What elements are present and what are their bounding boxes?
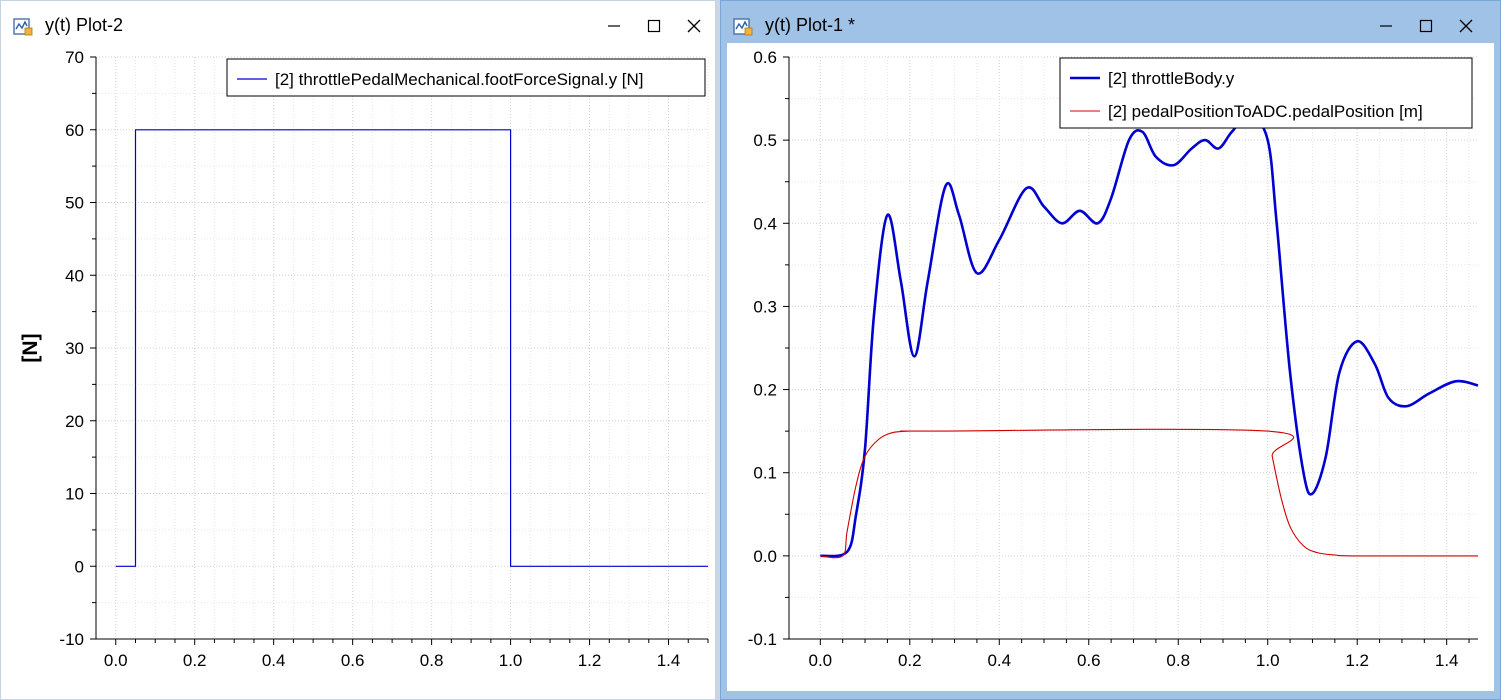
x-tick-label: 0.2 bbox=[183, 651, 207, 670]
legend-box bbox=[1059, 57, 1473, 129]
maximize-icon bbox=[1419, 19, 1433, 33]
series-line-1 bbox=[115, 129, 708, 567]
x-tick-label: 1.0 bbox=[1256, 651, 1280, 670]
x-tick-label: 1.0 bbox=[499, 651, 523, 670]
legend-label: [2] throttlePedalMechanical.footForceSig… bbox=[275, 70, 644, 89]
x-tick-label: 1.4 bbox=[657, 651, 681, 670]
y-tick-label: 0.3 bbox=[753, 297, 777, 316]
close-button[interactable] bbox=[1451, 13, 1481, 39]
close-icon bbox=[687, 19, 701, 33]
plot-window-2[interactable]: y(t) Plot-2 -10 0 10 20 30 40 50 60 70 0.0 0.2 0.4 0… bbox=[0, 0, 716, 700]
y-tick-label: 0.1 bbox=[753, 464, 777, 483]
maximize-button[interactable] bbox=[1411, 13, 1441, 39]
plot-icon bbox=[13, 18, 33, 41]
x-tick-label: 1.4 bbox=[1435, 651, 1459, 670]
y-tick-label: 50 bbox=[65, 194, 84, 213]
y-tick-label: -10 bbox=[59, 630, 84, 649]
y-tick-label: 20 bbox=[65, 412, 84, 431]
x-tick-label: 0.2 bbox=[898, 651, 922, 670]
legend-label: [2] pedalPositionToADC.pedalPosition [m] bbox=[1108, 102, 1423, 121]
window-title: y(t) Plot-1 * bbox=[765, 15, 856, 35]
plot-window-1[interactable]: y(t) Plot-1 * -0.1 0.0 0.1 0.2 0.3 0.4 0.5 0.6 0… bbox=[720, 0, 1501, 700]
x-tick-label: 0.6 bbox=[341, 651, 365, 670]
titlebar[interactable]: y(t) Plot-1 * bbox=[721, 1, 1500, 43]
x-tick-label: 0.8 bbox=[420, 651, 444, 670]
minimize-icon bbox=[1380, 25, 1392, 27]
minimize-icon bbox=[608, 25, 620, 27]
plot-area[interactable]: -0.1 0.0 0.1 0.2 0.3 0.4 0.5 0.6 0.0 0.2 0.4 0.6 0.8… bbox=[727, 43, 1494, 691]
y-tick-label: 0.4 bbox=[753, 214, 777, 233]
minimize-button[interactable] bbox=[599, 13, 629, 39]
titlebar[interactable]: y(t) Plot-2 bbox=[1, 1, 715, 43]
y-tick-label: 70 bbox=[65, 48, 84, 67]
y-tick-label: 0.2 bbox=[753, 381, 777, 400]
y-tick-label: 0 bbox=[75, 557, 84, 576]
maximize-icon bbox=[647, 19, 661, 33]
y-tick-label: 10 bbox=[65, 485, 84, 504]
legend-label: [2] throttleBody.y bbox=[1108, 69, 1235, 88]
series-line-2 bbox=[820, 428, 1479, 559]
y-tick-label: 0.5 bbox=[753, 131, 777, 150]
close-button[interactable] bbox=[679, 13, 709, 39]
x-tick-label: 0.4 bbox=[262, 651, 286, 670]
y-tick-label: 0.0 bbox=[753, 547, 777, 566]
legend-box bbox=[226, 58, 706, 97]
plot-icon bbox=[733, 18, 753, 41]
maximize-button[interactable] bbox=[639, 13, 669, 39]
y-tick-label: 40 bbox=[65, 266, 84, 285]
y-tick-label: 60 bbox=[65, 121, 84, 140]
x-tick-label: 1.2 bbox=[1345, 651, 1369, 670]
x-tick-label: 0.4 bbox=[987, 651, 1011, 670]
y-tick-label: 30 bbox=[65, 339, 84, 358]
y-axis-label: [N] bbox=[19, 333, 42, 362]
x-tick-label: 0.8 bbox=[1166, 651, 1190, 670]
x-tick-label: 0.0 bbox=[808, 651, 832, 670]
series-line-1 bbox=[820, 113, 1479, 558]
x-tick-label: 0.6 bbox=[1077, 651, 1101, 670]
x-tick-label: 0.0 bbox=[104, 651, 128, 670]
minimize-button[interactable] bbox=[1371, 13, 1401, 39]
close-icon bbox=[1459, 19, 1473, 33]
plot-area[interactable]: -10 0 10 20 30 40 50 60 70 0.0 0.2 0.4 0.6 0.8 1.0 1.2 1… bbox=[7, 43, 709, 693]
y-tick-label: 0.6 bbox=[753, 48, 777, 67]
window-title: y(t) Plot-2 bbox=[45, 15, 124, 35]
y-tick-label: -0.1 bbox=[748, 630, 777, 649]
line-chart-throttle[interactable]: -0.1 0.0 0.1 0.2 0.3 0.4 0.5 0.6 0.0 0.2 0.4 0.6 0.8… bbox=[727, 43, 1494, 691]
line-chart-foot-force[interactable]: -10 0 10 20 30 40 50 60 70 0.0 0.2 0.4 0.6 0.8 1.0 1.2 1… bbox=[7, 43, 711, 695]
x-tick-label: 1.2 bbox=[578, 651, 602, 670]
